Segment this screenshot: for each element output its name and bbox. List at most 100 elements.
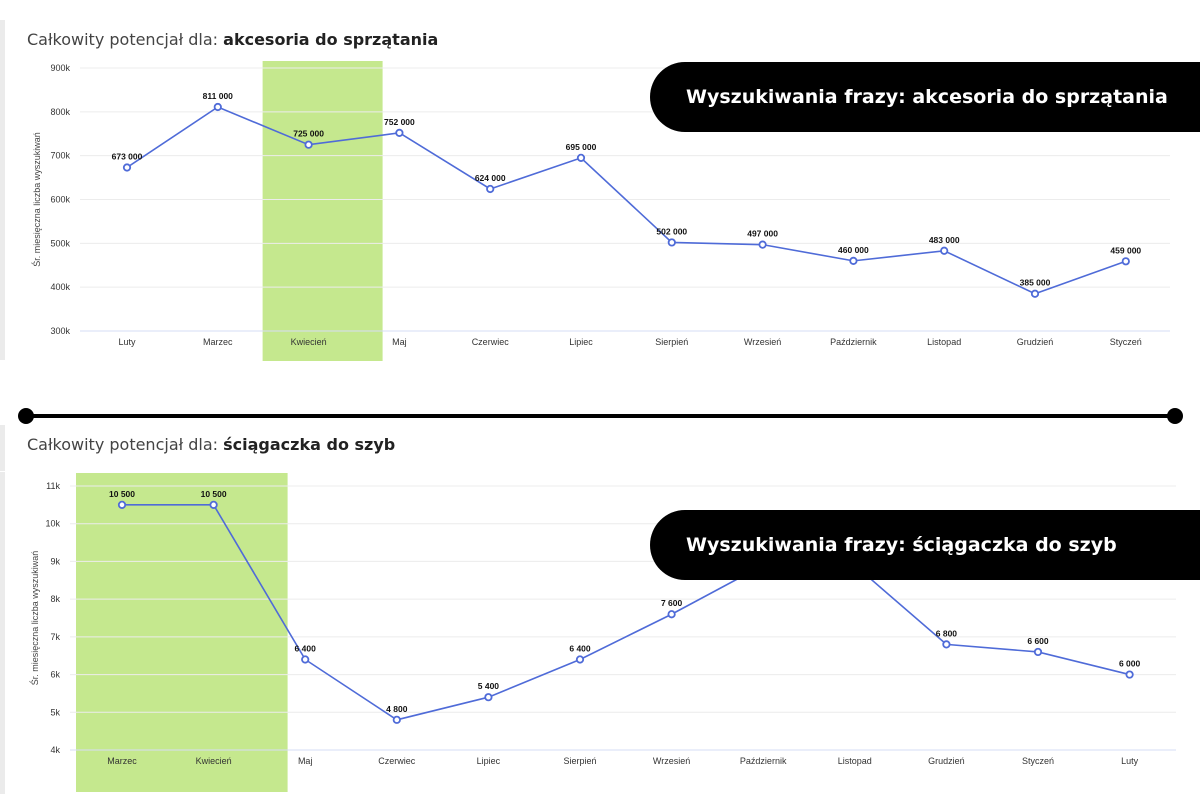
divider-dot-left	[18, 408, 34, 424]
search-phrase-banner-1: Wyszukiwania frazy: akcesoria do sprząta…	[650, 62, 1200, 132]
data-label: 459 000	[1110, 245, 1141, 255]
data-label: 497 000	[747, 229, 778, 239]
data-label: 10 500	[109, 489, 135, 499]
data-point	[301, 655, 310, 664]
x-tick-label: Sierpień	[563, 756, 596, 766]
data-point	[576, 153, 586, 162]
data-label: 7 600	[661, 598, 683, 608]
data-label: 695 000	[566, 142, 597, 152]
x-tick-label: Czerwiec	[472, 337, 510, 347]
series-line	[122, 504, 1130, 721]
chart-title-2: Całkowity potencjał dla: ściągaczka do s…	[27, 435, 395, 454]
y-tick-label: 300k	[50, 326, 70, 336]
chart-title-prefix-2: Całkowity potencjał dla:	[27, 435, 219, 454]
data-point	[849, 256, 858, 265]
data-point	[122, 163, 132, 172]
y-tick-label: 5k	[50, 707, 60, 717]
data-label: 10 500	[201, 489, 227, 499]
data-point	[942, 640, 951, 649]
x-tick-label: Grudzień	[1017, 337, 1054, 347]
x-tick-label: Styczeń	[1022, 756, 1054, 766]
data-label: 673 000	[112, 152, 143, 162]
y-tick-label: 11k	[46, 481, 60, 491]
data-label: 460 000	[838, 245, 869, 255]
data-point	[304, 140, 313, 149]
data-point	[1121, 257, 1130, 266]
highlight-band-Kwiecień	[262, 61, 383, 361]
x-tick-label: Luty	[1121, 756, 1139, 766]
x-tick-label: Lipiec	[569, 337, 593, 347]
x-tick-label: Wrzesień	[744, 337, 781, 347]
y-tick-label: 6k	[50, 670, 60, 680]
chart-title-prefix-1: Całkowity potencjał dla:	[27, 30, 219, 49]
y-tick-label: 10k	[45, 519, 60, 529]
data-point	[213, 102, 222, 112]
data-point	[484, 693, 493, 702]
y-tick-label: 500k	[50, 238, 70, 248]
x-tick-label: Luty	[118, 337, 136, 347]
y-tick-label: 800k	[50, 107, 70, 117]
chart-header-1: Całkowity potencjał dla: akcesoria do sp…	[0, 20, 1200, 66]
data-point	[209, 500, 218, 509]
x-tick-label: Marzec	[203, 337, 233, 347]
y-tick-label: 9k	[50, 556, 60, 566]
y-tick-label: 8k	[50, 594, 60, 604]
data-point	[1033, 647, 1043, 657]
data-label: 624 000	[475, 173, 506, 183]
data-label: 4 800	[386, 704, 408, 714]
y-tick-label: 600k	[50, 195, 70, 205]
y-axis-label: Śr. miesięczna liczba wyszukiwań	[29, 551, 40, 686]
data-label: 483 000	[929, 235, 960, 245]
data-point	[940, 246, 949, 255]
data-point	[395, 128, 404, 137]
section-divider	[18, 408, 1183, 424]
x-tick-label: Grudzień	[928, 756, 965, 766]
divider-dot-right	[1167, 408, 1183, 424]
y-tick-label: 700k	[50, 151, 70, 161]
chart-panel-1: Całkowity potencjał dla: akcesoria do sp…	[0, 0, 1200, 362]
x-tick-label: Marzec	[107, 756, 137, 766]
chart-title-keyword-2: ściągaczka do szyb	[223, 435, 396, 454]
x-tick-label: Kwiecień	[291, 337, 327, 347]
data-label: 6 400	[569, 643, 591, 653]
data-point	[758, 240, 767, 249]
data-point	[667, 610, 676, 619]
data-point	[486, 184, 495, 194]
y-axis-label: Śr. miesięczna liczba wyszukiwań	[31, 132, 42, 267]
y-tick-label: 900k	[50, 63, 70, 73]
y-tick-label: 7k	[50, 632, 60, 642]
chart-title-1: Całkowity potencjał dla: akcesoria do sp…	[27, 30, 438, 49]
x-tick-label: Maj	[298, 756, 313, 766]
x-tick-label: Styczeń	[1110, 337, 1142, 347]
data-label: 725 000	[293, 129, 324, 139]
x-tick-label: Wrzesień	[653, 756, 690, 766]
highlight-band-Kwiecień	[167, 473, 288, 792]
data-point	[667, 238, 676, 247]
x-tick-label: Maj	[392, 337, 407, 347]
data-label: 6 400	[295, 643, 317, 653]
data-point	[1030, 289, 1040, 298]
x-tick-label: Czerwiec	[378, 756, 416, 766]
data-label: 6 800	[936, 628, 958, 638]
x-tick-label: Sierpień	[655, 337, 688, 347]
data-point	[117, 500, 127, 509]
x-tick-label: Listopad	[927, 337, 961, 347]
chart-title-keyword-1: akcesoria do sprzątania	[223, 30, 439, 49]
y-tick-label: 4k	[50, 745, 60, 755]
x-tick-label: Październik	[830, 337, 877, 347]
data-label: 811 000	[203, 91, 234, 101]
data-label: 752 000	[384, 117, 415, 127]
data-label: 502 000	[656, 226, 687, 236]
x-tick-label: Listopad	[838, 756, 872, 766]
data-point	[575, 655, 585, 664]
data-label: 385 000	[1020, 278, 1051, 288]
x-tick-label: Lipiec	[477, 756, 501, 766]
chart-header-2: Całkowity potencjał dla: ściągaczka do s…	[0, 425, 1200, 471]
data-label: 6 000	[1119, 659, 1141, 669]
search-phrase-banner-2: Wyszukiwania frazy: ściągaczka do szyb	[650, 510, 1200, 580]
line-chart-1: 300k 400k 500k 600k 700k 800k 900k Śr. miesięcz…	[31, 61, 1170, 361]
x-tick-label: Kwiecień	[196, 756, 232, 766]
y-tick-label: 400k	[50, 282, 70, 292]
x-tick-label: Październik	[740, 756, 787, 766]
